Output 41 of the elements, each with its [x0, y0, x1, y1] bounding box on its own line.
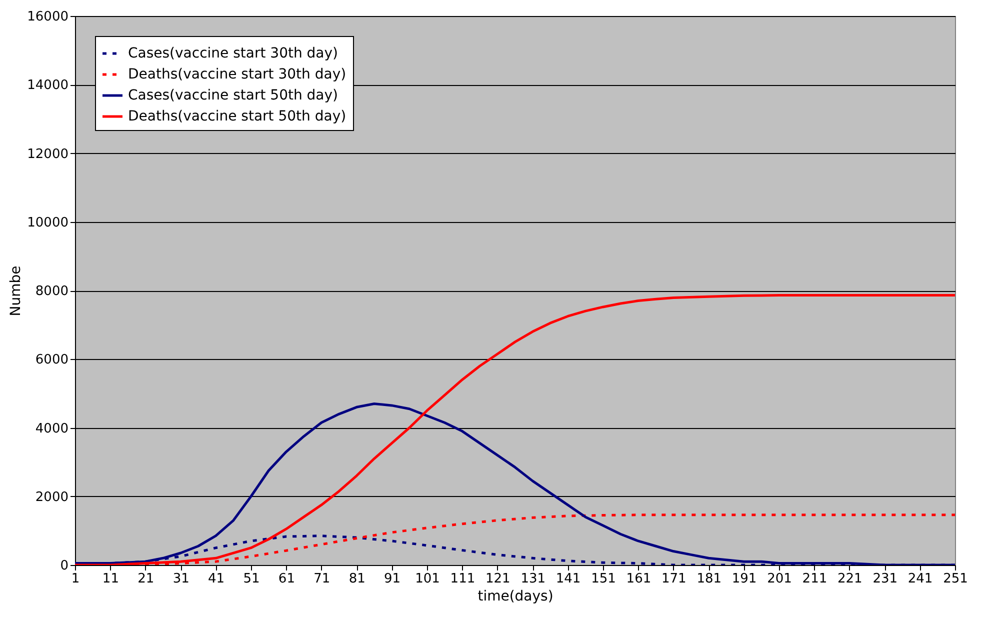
x-tick-label: 111	[450, 572, 476, 586]
legend-label: Deaths(vaccine start 30th day)	[128, 66, 346, 82]
x-tick-label: 11	[102, 572, 119, 586]
x-tick-label: 211	[802, 572, 828, 586]
x-tick-label: 151	[591, 572, 616, 586]
y-tick-label: 6000	[35, 352, 68, 368]
x-tick-label: 71	[314, 572, 330, 586]
x-tick-label: 171	[661, 572, 686, 586]
x-tick-label: 181	[696, 572, 722, 586]
y-tick-label: 8000	[35, 284, 68, 299]
x-tick-label: 191	[732, 572, 757, 586]
x-tick-label: 81	[348, 572, 366, 586]
y-tick-label: 16000	[27, 10, 68, 24]
legend-label: Cases(vaccine start 50th day)	[128, 88, 338, 104]
x-tick-label: 101	[415, 572, 440, 586]
x-axis-title: time(days)	[478, 588, 554, 604]
x-tick-label: 231	[872, 572, 898, 586]
legend-label: Deaths(vaccine start 50th day)	[128, 108, 346, 124]
x-tick-label: 201	[767, 572, 792, 586]
y-tick-label: 4000	[35, 421, 68, 436]
x-tick-label: 241	[908, 572, 933, 586]
x-tick-label: 91	[384, 572, 401, 586]
x-tick-label: 51	[243, 572, 260, 586]
x-tick-label: 31	[172, 572, 190, 586]
y-tick-label: 14000	[27, 78, 68, 94]
y-tick-label: 0	[60, 558, 68, 574]
x-tick-label: 221	[837, 572, 862, 586]
x-tick-label: 131	[520, 572, 546, 586]
x-tick-label: 251	[943, 572, 968, 586]
y-tick-label: 12000	[27, 146, 68, 162]
legend-label: Cases(vaccine start 30th day)	[128, 46, 338, 62]
x-tick-label: 61	[278, 572, 295, 586]
x-tick-label: 141	[556, 572, 581, 586]
y-axis-title: Numbe	[8, 266, 24, 316]
y-tick-label: 10000	[27, 215, 68, 230]
x-tick-label: 161	[626, 572, 652, 586]
x-tick-label: 21	[138, 572, 154, 586]
x-tick-label: 41	[208, 572, 225, 586]
x-tick-label: 121	[485, 572, 510, 586]
y-tick-label: 2000	[35, 490, 68, 505]
x-tick-label: 1	[71, 572, 80, 586]
